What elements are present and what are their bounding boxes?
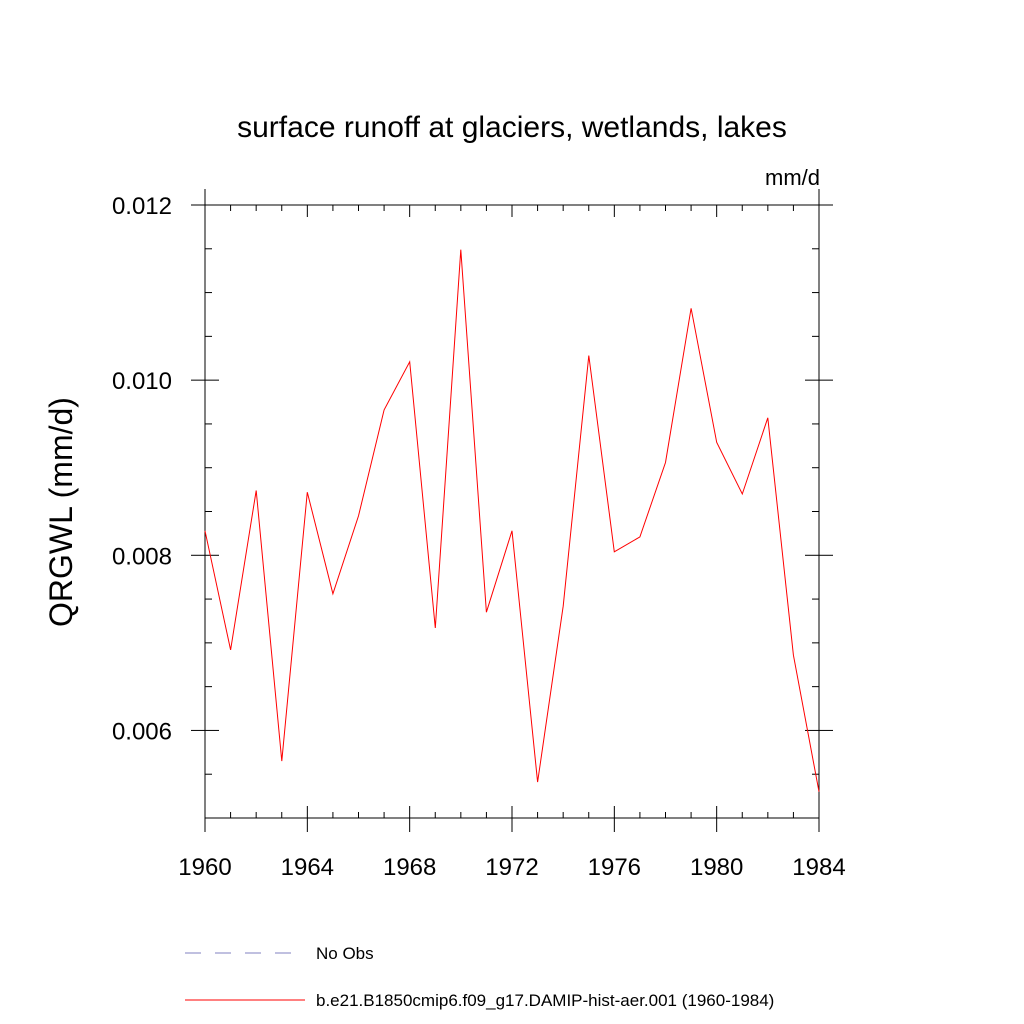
x-tick-label: 1968 — [383, 854, 436, 881]
x-tick-label: 1976 — [588, 854, 641, 881]
y-tick-label: 0.010 — [112, 368, 172, 395]
legend-label-no-obs: No Obs — [316, 944, 374, 963]
x-tick-label: 1984 — [792, 854, 845, 881]
y-axis-label: QRGWL (mm/d) — [43, 397, 79, 627]
tick-labels: 1960 1964 1968 1972 1976 1980 1984 0.006 0.008 0.… — [112, 193, 846, 881]
series-line — [204, 249, 820, 792]
y-tick-label: 0.006 — [112, 718, 172, 745]
y-tick-label: 0.012 — [112, 193, 172, 220]
legend: No Obs b.e21.B1850cmip6.f09_g17.DAMIP-hi… — [185, 944, 774, 1010]
y-tick-label: 0.008 — [112, 543, 172, 570]
legend-label-series: b.e21.B1850cmip6.f09_g17.DAMIP-hist-aer.… — [316, 991, 774, 1010]
units-label: mm/d — [765, 165, 820, 190]
x-tick-label: 1980 — [690, 854, 743, 881]
chart-title: surface runoff at glaciers, wetlands, la… — [237, 111, 787, 144]
x-tick-label: 1972 — [485, 854, 538, 881]
x-tick-label: 1964 — [281, 854, 334, 881]
series-lines — [204, 249, 820, 792]
ticks — [191, 189, 833, 832]
x-tick-label: 1960 — [178, 854, 231, 881]
plot-frame — [204, 204, 820, 819]
